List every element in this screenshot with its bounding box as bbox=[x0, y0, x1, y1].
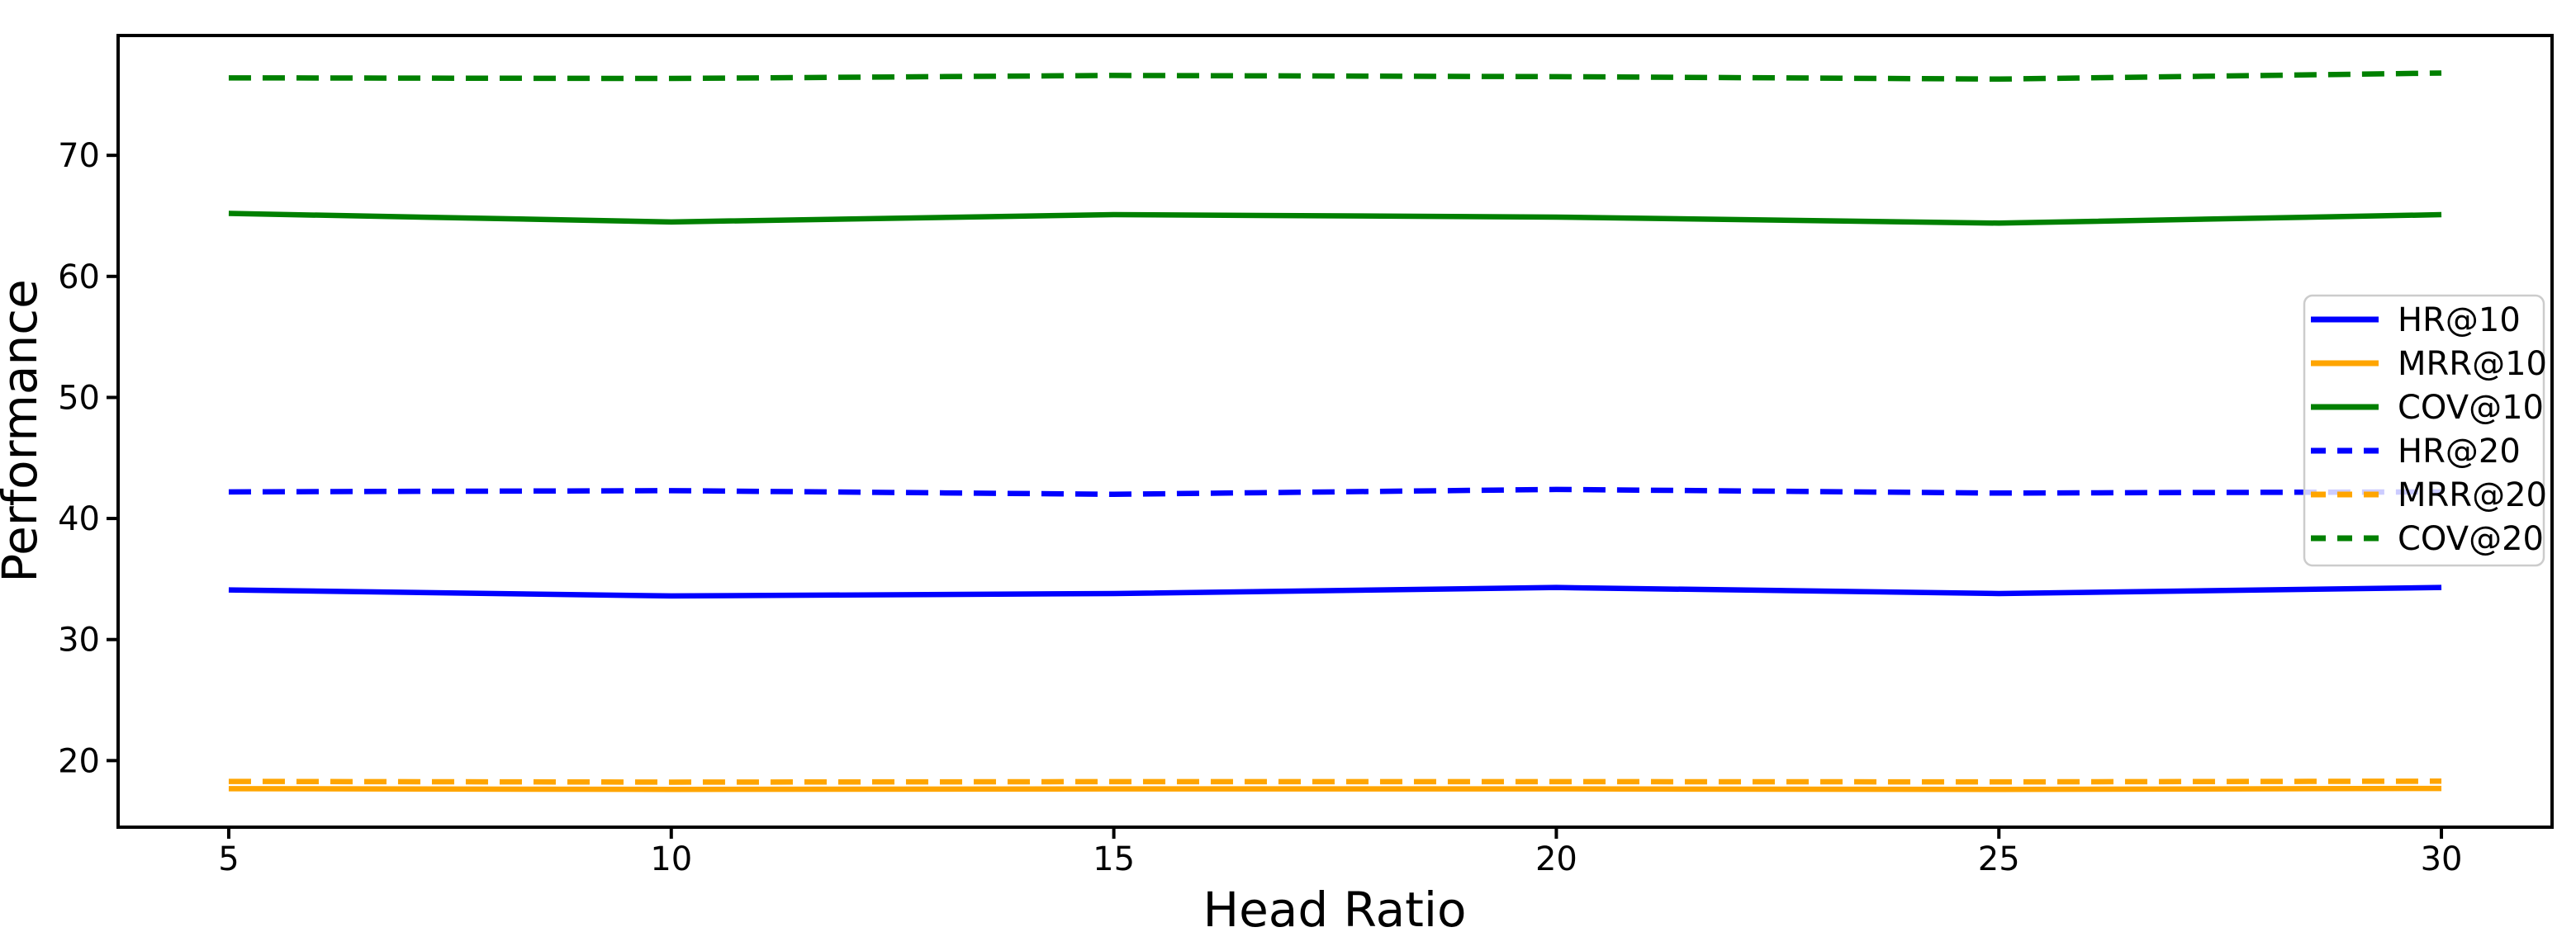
legend-entry-cov-at-20: COV@20 bbox=[2311, 520, 2544, 558]
legend-entry-mrr-at-20: MRR@20 bbox=[2311, 476, 2547, 514]
legend-label-hr-at-20: HR@20 bbox=[2398, 433, 2521, 471]
series-line-mrr-at-20 bbox=[228, 778, 2442, 785]
series-layer bbox=[228, 70, 2442, 792]
series-line-hr-at-10 bbox=[228, 584, 2442, 599]
series-line-hr-at-20 bbox=[228, 486, 2442, 498]
x-tick-label-20: 20 bbox=[1535, 840, 1577, 878]
y-tick-label-70: 70 bbox=[58, 137, 100, 175]
x-tick-label-15: 15 bbox=[1093, 840, 1135, 878]
x-tick-label-5: 5 bbox=[218, 840, 239, 878]
x-tick-label-25: 25 bbox=[1978, 840, 2020, 878]
legend-entry-hr-at-20: HR@20 bbox=[2311, 433, 2521, 471]
legend-label-hr-at-10: HR@10 bbox=[2398, 301, 2521, 339]
y-tick-label-30: 30 bbox=[58, 622, 100, 660]
axes-layer: 5 10 15 20 25 30 20 30 40 50 60 70 bbox=[58, 34, 2554, 878]
y-tick-label-60: 60 bbox=[58, 258, 100, 296]
legend-entry-mrr-at-10: MRR@10 bbox=[2311, 345, 2547, 383]
series-line-cov-at-10 bbox=[228, 211, 2442, 226]
y-tick-label-20: 20 bbox=[58, 742, 100, 780]
x-tick-label-30: 30 bbox=[2421, 840, 2463, 878]
plot-border bbox=[116, 34, 2554, 829]
legend-entry-cov-at-10: COV@10 bbox=[2311, 389, 2544, 427]
x-axis-label: Head Ratio bbox=[1203, 882, 1467, 938]
y-tick-label-40: 40 bbox=[58, 500, 100, 538]
legend-label-cov-at-10: COV@10 bbox=[2398, 389, 2544, 427]
legend: HR@10 MRR@10 COV@10 HR@20 MRR@20 COV@20 bbox=[2303, 294, 2547, 567]
y-tick-label-50: 50 bbox=[58, 379, 100, 417]
legend-entry-hr-at-10: HR@10 bbox=[2311, 301, 2521, 339]
y-axis-label: Performance bbox=[0, 279, 48, 583]
series-line-cov-at-20 bbox=[228, 70, 2442, 83]
x-tick-label-10: 10 bbox=[650, 840, 692, 878]
series-line-mrr-at-10 bbox=[228, 785, 2442, 792]
legend-label-mrr-at-10: MRR@10 bbox=[2398, 345, 2547, 383]
legend-label-cov-at-20: COV@20 bbox=[2398, 520, 2544, 558]
legend-label-mrr-at-20: MRR@20 bbox=[2398, 476, 2547, 514]
